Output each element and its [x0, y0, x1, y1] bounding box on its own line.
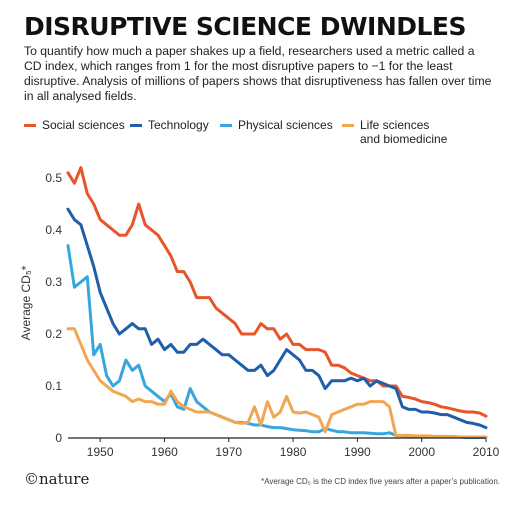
series-lines: [66, 166, 488, 439]
series-line-technology: [66, 207, 488, 430]
y-tick-label: 0.5: [45, 171, 62, 185]
nature-logo: ©nature: [24, 470, 90, 488]
legend-item-social-sciences: Social sciences: [24, 118, 125, 132]
legend-label-technology: Technology: [148, 118, 209, 132]
x-tick-label: 2010: [473, 445, 500, 459]
x-tick-label: 1950: [87, 445, 114, 459]
y-tick-label: 0.1: [45, 379, 62, 393]
x-tick-label: 2000: [408, 445, 435, 459]
legend-swatch-physical-sciences: [220, 124, 232, 127]
series-line-social-sciences: [66, 166, 488, 418]
legend-label-physical-sciences: Physical sciences: [238, 118, 333, 132]
legend-item-life-sciences: Life sciences and biomedicine: [342, 118, 447, 146]
legend-item-technology: Technology: [130, 118, 209, 132]
y-tick-label: 0: [55, 431, 62, 445]
legend-label-social-sciences: Social sciences: [42, 118, 125, 132]
legend-swatch-life-sciences: [342, 124, 354, 127]
y-tick-label: 0.3: [45, 275, 62, 289]
y-axis-label: Average CD₅*: [19, 265, 33, 340]
x-axis-ticks: 1950 1960 1970 1980 1990 2000 2010: [87, 438, 500, 459]
y-axis-ticks: 0 0.1 0.2 0.3 0.4 0.5: [45, 171, 62, 445]
x-tick-label: 1970: [215, 445, 242, 459]
series-line-life-sciences: [66, 327, 488, 439]
legend-swatch-social-sciences: [24, 124, 36, 127]
legend-label-life-sciences: Life sciences and biomedicine: [360, 118, 448, 146]
x-tick-label: 1960: [151, 445, 178, 459]
x-tick-label: 1990: [344, 445, 371, 459]
y-tick-label: 0.2: [45, 327, 62, 341]
footnote: *Average CD₅ is the CD index five years …: [261, 477, 500, 486]
series-line-physical-sciences: [66, 244, 488, 439]
x-tick-label: 1980: [280, 445, 307, 459]
chart-description: To quantify how much a paper shakes up a…: [24, 44, 492, 103]
y-tick-label: 0.4: [45, 223, 62, 237]
legend-item-physical-sciences: Physical sciences: [220, 118, 333, 132]
chart-title: DISRUPTIVE SCIENCE DWINDLES: [24, 12, 467, 41]
legend-swatch-technology: [130, 124, 142, 127]
